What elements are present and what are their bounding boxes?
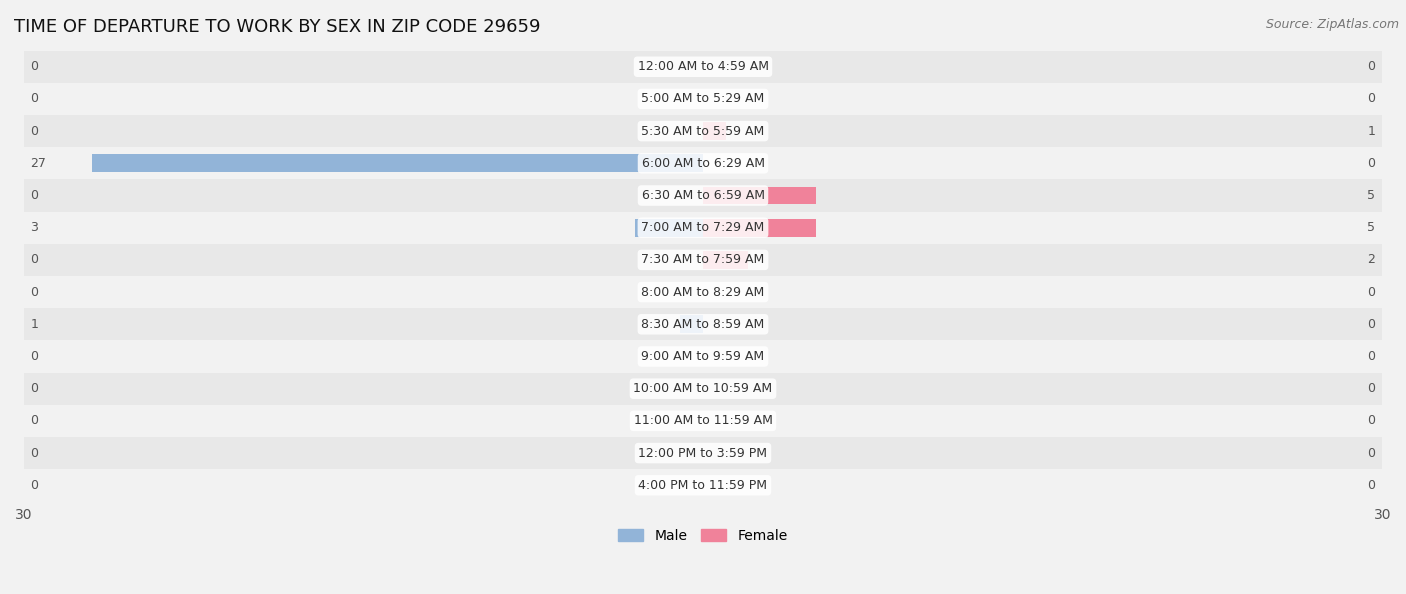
Bar xyxy=(24,50,1382,83)
Text: 0: 0 xyxy=(1368,318,1375,331)
Text: 12:00 PM to 3:59 PM: 12:00 PM to 3:59 PM xyxy=(638,447,768,460)
Bar xyxy=(24,469,1382,501)
Bar xyxy=(681,315,703,333)
Text: 0: 0 xyxy=(31,415,38,427)
Text: 11:00 AM to 11:59 AM: 11:00 AM to 11:59 AM xyxy=(634,415,772,427)
Bar xyxy=(24,115,1382,147)
Text: 0: 0 xyxy=(31,189,38,202)
Text: 12:00 AM to 4:59 AM: 12:00 AM to 4:59 AM xyxy=(637,60,769,73)
Text: 0: 0 xyxy=(1368,60,1375,73)
Text: 0: 0 xyxy=(31,254,38,266)
Bar xyxy=(24,211,1382,244)
Text: 5: 5 xyxy=(1368,189,1375,202)
Bar xyxy=(24,340,1382,372)
Text: 5: 5 xyxy=(1368,221,1375,234)
Text: 7:30 AM to 7:59 AM: 7:30 AM to 7:59 AM xyxy=(641,254,765,266)
Text: 0: 0 xyxy=(1368,479,1375,492)
Text: 0: 0 xyxy=(1368,382,1375,395)
Bar xyxy=(703,251,748,268)
Text: TIME OF DEPARTURE TO WORK BY SEX IN ZIP CODE 29659: TIME OF DEPARTURE TO WORK BY SEX IN ZIP … xyxy=(14,18,540,36)
Text: 5:30 AM to 5:59 AM: 5:30 AM to 5:59 AM xyxy=(641,125,765,138)
Text: 0: 0 xyxy=(31,125,38,138)
Text: 0: 0 xyxy=(1368,286,1375,299)
Text: 0: 0 xyxy=(1368,415,1375,427)
Text: 7:00 AM to 7:29 AM: 7:00 AM to 7:29 AM xyxy=(641,221,765,234)
Text: 9:00 AM to 9:59 AM: 9:00 AM to 9:59 AM xyxy=(641,350,765,363)
Bar xyxy=(24,244,1382,276)
Text: 8:00 AM to 8:29 AM: 8:00 AM to 8:29 AM xyxy=(641,286,765,299)
Legend: Male, Female: Male, Female xyxy=(613,523,793,548)
Text: 0: 0 xyxy=(1368,157,1375,170)
Text: 0: 0 xyxy=(1368,447,1375,460)
Text: 1: 1 xyxy=(31,318,38,331)
Text: 10:00 AM to 10:59 AM: 10:00 AM to 10:59 AM xyxy=(634,382,772,395)
Text: 6:00 AM to 6:29 AM: 6:00 AM to 6:29 AM xyxy=(641,157,765,170)
Text: 8:30 AM to 8:59 AM: 8:30 AM to 8:59 AM xyxy=(641,318,765,331)
Bar xyxy=(24,405,1382,437)
Text: 5:00 AM to 5:29 AM: 5:00 AM to 5:29 AM xyxy=(641,93,765,105)
Text: 0: 0 xyxy=(1368,350,1375,363)
Bar xyxy=(636,219,703,236)
Text: 2: 2 xyxy=(1368,254,1375,266)
Text: 0: 0 xyxy=(31,447,38,460)
Bar xyxy=(24,437,1382,469)
Text: Source: ZipAtlas.com: Source: ZipAtlas.com xyxy=(1265,18,1399,31)
Bar xyxy=(24,372,1382,405)
Text: 4:00 PM to 11:59 PM: 4:00 PM to 11:59 PM xyxy=(638,479,768,492)
Bar xyxy=(703,187,817,204)
Text: 0: 0 xyxy=(31,479,38,492)
Text: 6:30 AM to 6:59 AM: 6:30 AM to 6:59 AM xyxy=(641,189,765,202)
Text: 1: 1 xyxy=(1368,125,1375,138)
Text: 0: 0 xyxy=(31,350,38,363)
Bar xyxy=(703,122,725,140)
Text: 0: 0 xyxy=(31,286,38,299)
Text: 0: 0 xyxy=(1368,93,1375,105)
Text: 0: 0 xyxy=(31,382,38,395)
Bar xyxy=(91,154,703,172)
Bar xyxy=(703,219,817,236)
Bar xyxy=(24,147,1382,179)
Text: 0: 0 xyxy=(31,60,38,73)
Text: 27: 27 xyxy=(31,157,46,170)
Bar xyxy=(24,276,1382,308)
Text: 3: 3 xyxy=(31,221,38,234)
Bar xyxy=(24,179,1382,211)
Text: 0: 0 xyxy=(31,93,38,105)
Bar xyxy=(24,308,1382,340)
Bar xyxy=(24,83,1382,115)
